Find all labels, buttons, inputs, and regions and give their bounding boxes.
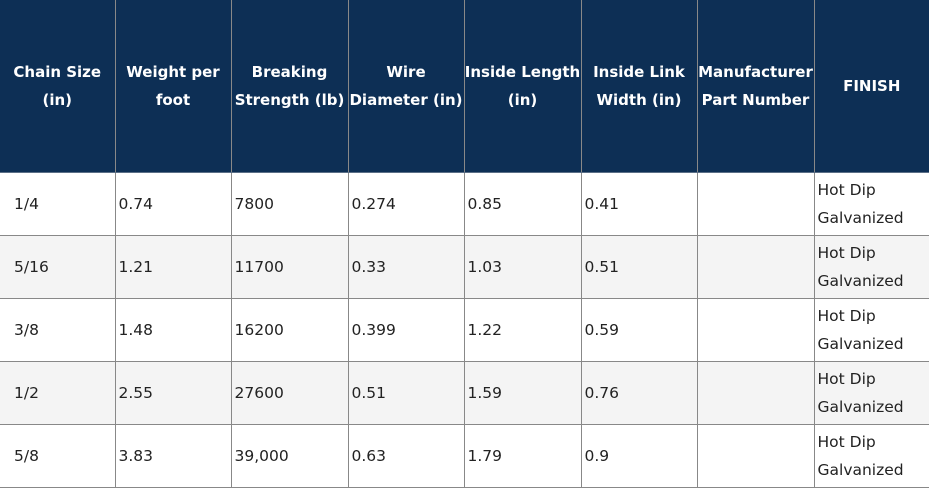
cell-inside-length: 1.03 [464,235,582,299]
cell-manufacturer-part-number [697,235,815,299]
cell-inside-length: 1.22 [464,298,582,362]
table-row: 5/8 3.83 39,000 0.63 1.79 0.9 Hot Dip Ga… [0,424,929,488]
cell-manufacturer-part-number [697,361,815,425]
cell-wire-diameter: 0.33 [348,235,465,299]
cell-chain-size: 5/8 [0,424,116,488]
table-row: 1/4 0.74 7800 0.274 0.85 0.41 Hot Dip Ga… [0,172,929,236]
cell-chain-size: 1/4 [0,172,116,236]
cell-manufacturer-part-number [697,298,815,362]
header-inside-length: Inside Length (in) [464,0,582,173]
header-chain-size: Chain Size (in) [0,0,116,173]
cell-wire-diameter: 0.51 [348,361,465,425]
table-row: 3/8 1.48 16200 0.399 1.22 0.59 Hot Dip G… [0,298,929,362]
cell-finish: Hot Dip Galvanized [814,172,929,236]
cell-manufacturer-part-number [697,172,815,236]
cell-wire-diameter: 0.274 [348,172,465,236]
cell-weight-per-foot: 1.21 [115,235,232,299]
cell-manufacturer-part-number [697,424,815,488]
cell-chain-size: 1/2 [0,361,116,425]
cell-weight-per-foot: 2.55 [115,361,232,425]
cell-finish: Hot Dip Galvanized [814,361,929,425]
cell-inside-length: 0.85 [464,172,582,236]
cell-finish: Hot Dip Galvanized [814,424,929,488]
cell-breaking-strength: 39,000 [231,424,349,488]
cell-finish: Hot Dip Galvanized [814,235,929,299]
cell-breaking-strength: 16200 [231,298,349,362]
cell-inside-link-width: 0.41 [581,172,698,236]
table-row: 1/2 2.55 27600 0.51 1.59 0.76 Hot Dip Ga… [0,361,929,425]
cell-wire-diameter: 0.399 [348,298,465,362]
cell-finish: Hot Dip Galvanized [814,298,929,362]
header-finish: FINISH [814,0,929,173]
cell-inside-length: 1.59 [464,361,582,425]
cell-inside-link-width: 0.76 [581,361,698,425]
cell-wire-diameter: 0.63 [348,424,465,488]
cell-inside-link-width: 0.51 [581,235,698,299]
cell-inside-length: 1.79 [464,424,582,488]
cell-weight-per-foot: 1.48 [115,298,232,362]
header-weight-per-foot: Weight per foot [115,0,232,173]
cell-chain-size: 5/16 [0,235,116,299]
cell-weight-per-foot: 3.83 [115,424,232,488]
cell-inside-link-width: 0.59 [581,298,698,362]
cell-inside-link-width: 0.9 [581,424,698,488]
cell-breaking-strength: 27600 [231,361,349,425]
header-row: Chain Size (in) Weight per foot Breaking… [0,0,929,173]
header-manufacturer-part-number: Manufacturer Part Number [697,0,815,173]
header-inside-link-width: Inside Link Width (in) [581,0,698,173]
cell-chain-size: 3/8 [0,298,116,362]
header-wire-diameter: Wire Diameter (in) [348,0,465,173]
cell-breaking-strength: 7800 [231,172,349,236]
header-breaking-strength: Breaking Strength (lb) [231,0,349,173]
cell-weight-per-foot: 0.74 [115,172,232,236]
table-row: 5/16 1.21 11700 0.33 1.03 0.51 Hot Dip G… [0,235,929,299]
cell-breaking-strength: 11700 [231,235,349,299]
